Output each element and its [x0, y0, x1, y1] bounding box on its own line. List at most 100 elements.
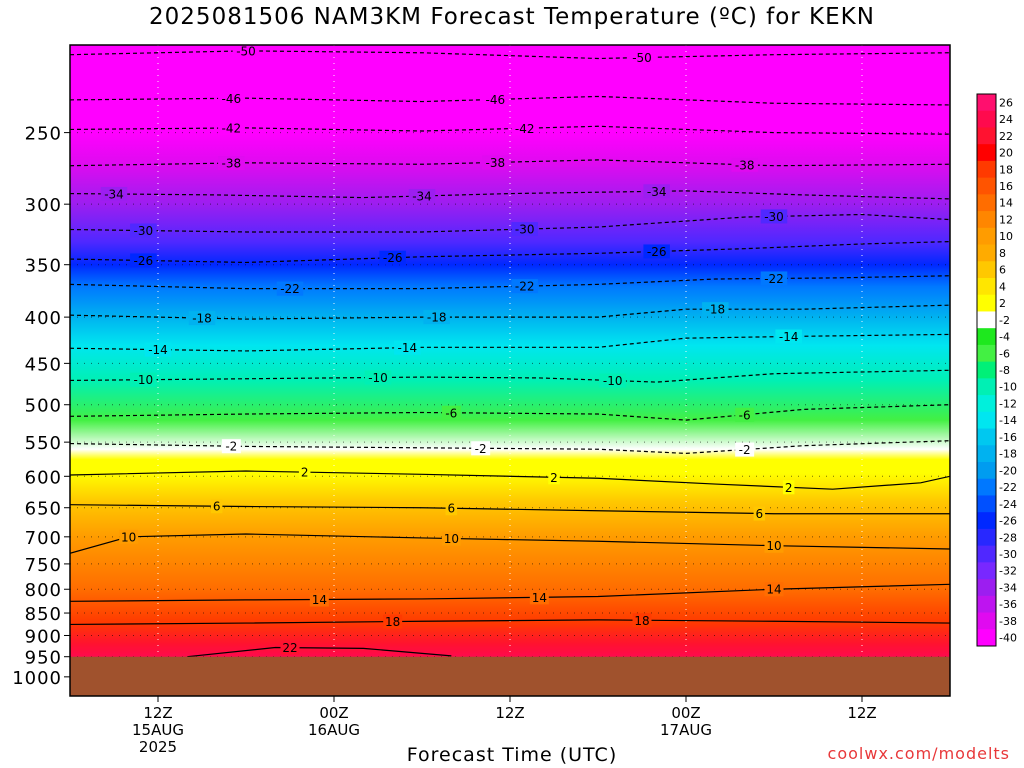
- contour-label: -2: [739, 443, 751, 457]
- y-tick-label: 700: [25, 528, 62, 549]
- contour-label-bg: [599, 373, 626, 388]
- contour-label-bg: [702, 302, 729, 317]
- contour-label: 6: [756, 507, 764, 521]
- colorbar-swatch: [977, 211, 996, 229]
- x-tick-label: 12Z: [143, 704, 172, 722]
- contour-label: -10: [603, 374, 623, 388]
- colorbar-label: -20: [999, 464, 1017, 477]
- colorbar-label: -4: [999, 331, 1010, 344]
- contour-label-bg: [221, 439, 241, 454]
- colorbar-swatch: [977, 110, 996, 128]
- contour-label: -42: [222, 121, 242, 135]
- colorbar-swatch: [977, 579, 996, 597]
- contour-label-bg: [130, 372, 157, 387]
- colorbar-swatch: [977, 177, 996, 195]
- y-tick-label: 800: [25, 580, 62, 601]
- colorbar-swatch: [977, 278, 996, 296]
- colorbar-label: 8: [999, 247, 1006, 260]
- colorbar-swatch: [977, 528, 996, 547]
- contour-label-bg: [548, 470, 560, 485]
- contour-label-bg: [760, 209, 788, 224]
- colorbar-swatch: [977, 261, 996, 279]
- contour-label: -22: [515, 280, 535, 294]
- colorbar-swatch: [977, 445, 996, 463]
- contour-label-bg: [218, 156, 245, 171]
- contour-label-bg: [511, 121, 538, 136]
- contour-label: -42: [515, 122, 535, 136]
- contour-label: -38: [486, 156, 506, 170]
- colorbar-swatch: [977, 478, 996, 496]
- contour-label: -46: [486, 93, 506, 107]
- contour-label: 14: [532, 591, 547, 605]
- contour-label: -2: [225, 440, 237, 454]
- contour-label: 14: [766, 583, 781, 597]
- contour-label: -30: [515, 223, 535, 237]
- colorbar-label: -40: [999, 632, 1017, 645]
- colorbar-swatch: [977, 361, 996, 379]
- y-tick-label: 450: [25, 354, 62, 375]
- contour-label: 22: [282, 641, 297, 655]
- x-tick-label: 2025: [139, 738, 177, 756]
- contour-label-bg: [210, 499, 223, 514]
- colorbar-swatch: [977, 629, 996, 647]
- colorbar-label: 12: [999, 213, 1013, 226]
- colorbar-swatch: [977, 127, 996, 145]
- x-tick-label: 16AUG: [308, 721, 360, 739]
- y-tick-label: 600: [25, 467, 62, 488]
- contour-label-bg: [130, 223, 157, 238]
- colorbar-label: -24: [999, 498, 1017, 511]
- contour-label: -34: [412, 189, 432, 203]
- contour-label: -2: [475, 442, 487, 456]
- colorbar-swatch: [977, 94, 996, 112]
- colorbar-swatch: [977, 595, 996, 614]
- contour-label-bg: [188, 311, 216, 326]
- contour-label: 10: [444, 532, 459, 546]
- y-tick-label: 550: [25, 433, 62, 454]
- contour-label: -30: [764, 210, 784, 224]
- colorbar-swatch: [977, 395, 996, 413]
- colorbar-label: -34: [999, 581, 1017, 594]
- colorbar-swatch: [977, 328, 996, 346]
- colorbar-label: -38: [999, 615, 1017, 628]
- contour-label-bg: [643, 184, 670, 199]
- colorbar-swatch: [977, 311, 996, 329]
- colorbar-swatch: [977, 344, 996, 363]
- colorbar-swatch: [977, 562, 996, 580]
- x-tick-label: 00Z: [319, 704, 348, 722]
- colorbar-swatch: [977, 227, 996, 246]
- contour-label: -14: [148, 343, 168, 357]
- contour-label-bg: [130, 253, 157, 268]
- contour-line: [70, 583, 950, 602]
- colorbar-label: -12: [999, 397, 1017, 410]
- contour-label-bg: [144, 342, 172, 357]
- contour-label-bg: [394, 340, 421, 355]
- contour-label: -50: [632, 51, 652, 65]
- contour-label: -14: [398, 341, 418, 355]
- contour-line: [70, 619, 950, 626]
- contour-lines: -50 -50 -46 -46 -42 -42 -38 -38 -38 -34 -34 -34 -30 -…: [70, 45, 950, 658]
- contour-label-bg: [511, 222, 538, 237]
- contour-label: -26: [383, 251, 403, 265]
- colorbar-label: -30: [999, 548, 1017, 561]
- y-tick-label: 850: [25, 604, 62, 625]
- chart-title: 2025081506 NAM3KM Forecast Temperature (…: [149, 4, 875, 30]
- colorbar-swatch: [977, 411, 996, 430]
- contour-label-bg: [100, 186, 128, 201]
- temperature-field: [70, 45, 950, 696]
- contour-label: -38: [222, 157, 242, 171]
- y-axis: 2503003504004505005506006507007508008509…: [12, 124, 70, 689]
- contour-label-bg: [511, 279, 538, 294]
- contour-label: -6: [739, 408, 751, 422]
- colorbar-label: -14: [999, 414, 1017, 427]
- source-watermark: coolwx.com/modelts: [827, 744, 1010, 763]
- colorbar-swatch: [977, 160, 996, 179]
- contour-line: [70, 240, 950, 264]
- contour-label-bg: [364, 370, 392, 385]
- colorbar-label: 24: [999, 113, 1013, 126]
- y-tick-label: 500: [25, 396, 62, 417]
- contour-label: -10: [368, 371, 388, 385]
- colorbar-label: 4: [999, 280, 1006, 293]
- contour-label-bg: [280, 640, 300, 655]
